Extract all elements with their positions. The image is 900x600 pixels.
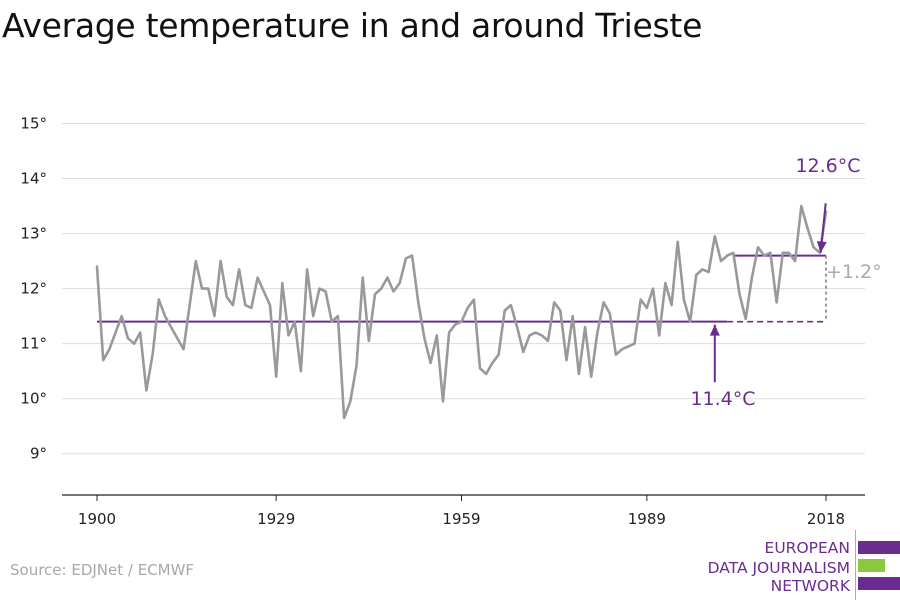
logo-line-european: EUROPEAN (764, 539, 850, 557)
logo-line-data-journalism: DATA JOURNALISM (707, 559, 850, 577)
y-tick-label-10: 10° (20, 390, 47, 408)
edjnet-logo[interactable]: EUROPEAN DATA JOURNALISM NETWORK (700, 530, 900, 600)
x-tick-label-1929: 1929 (257, 510, 295, 528)
x-tick-label-1959: 1959 (442, 510, 480, 528)
logo-divider (855, 530, 856, 600)
series-line-0 (95, 204, 828, 420)
baseline-arrow-head (709, 324, 720, 336)
logo-bar-purple-bottom (858, 577, 900, 590)
baseline-label: 11.4°C (690, 388, 755, 410)
y-tick-label-11: 11° (20, 335, 47, 353)
source-note: Source: EDJNet / ECMWF (10, 561, 195, 579)
y-tick-label-15: 15° (20, 115, 47, 133)
logo-bar-purple-top (858, 541, 900, 554)
reference-lines (97, 254, 827, 323)
x-tick-label-2018: 2018 (807, 510, 845, 528)
temperature-series (95, 204, 828, 420)
y-tick-label-14: 14° (20, 170, 47, 188)
recent-label: 12.6°C (795, 155, 860, 177)
y-tick-label-12: 12° (20, 280, 47, 298)
annotations: 11.4°C 12.6°C +1.2° (690, 155, 881, 410)
x-tick-label-1989: 1989 (628, 510, 666, 528)
logo-line-network: NETWORK (770, 577, 850, 595)
difference-label: +1.2° (826, 261, 882, 283)
y-tick-label-13: 13° (20, 225, 47, 243)
y-tick-label-9: 9° (30, 445, 47, 463)
logo-bar-green (858, 559, 885, 572)
recent-arrow-head (816, 241, 827, 253)
y-axis-tick-labels: 9° 10° 11° 12° 13° 14° 15° (20, 115, 47, 463)
gridlines (62, 123, 865, 455)
chart-title: Average temperature in and around Triest… (2, 6, 703, 45)
x-axis: 1900 1929 1959 1989 2018 (62, 494, 865, 528)
x-tick-label-1900: 1900 (78, 510, 116, 528)
